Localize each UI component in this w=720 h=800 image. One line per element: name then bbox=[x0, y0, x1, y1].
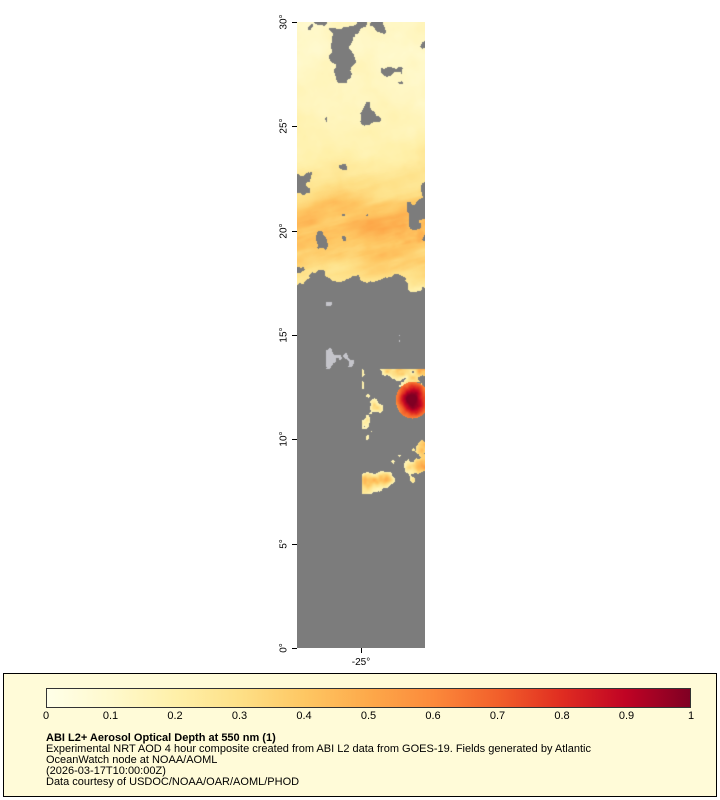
aod-map-image bbox=[297, 22, 425, 648]
caption-line-2: OceanWatch node at NOAA/AOML bbox=[46, 754, 218, 766]
colorbar-tick-label: 0.4 bbox=[296, 710, 312, 722]
lat-tick-mark bbox=[292, 648, 297, 649]
colorbar-tick-label: 0.5 bbox=[360, 710, 377, 722]
colorbar-tick-label: 0.6 bbox=[425, 710, 441, 722]
colorbar-tick-label: 0.9 bbox=[618, 710, 635, 722]
aod-map-figure: 30° 25° 20° 15° 10° 5° 0° -25° bbox=[279, 14, 425, 668]
lat-tick-label: 10° bbox=[278, 431, 290, 447]
lon-tick-label: -25° bbox=[351, 657, 371, 668]
colorbar-tick-label: 1 bbox=[687, 710, 695, 722]
figure-title: ABI L2+ Aerosol Optical Depth at 550 nm … bbox=[46, 732, 276, 744]
caption-line-1: Experimental NRT AOD 4 hour composite cr… bbox=[46, 743, 591, 755]
caption-line-4: Data courtesy of USDOC/NOAA/OAR/AOML/PHO… bbox=[46, 776, 300, 788]
colorbar-tick-label: 0.8 bbox=[554, 710, 570, 722]
colorbar-tick-label: 0 bbox=[42, 710, 50, 722]
lat-tick-label: 20° bbox=[278, 223, 290, 239]
figure-caption: ABI L2+ Aerosol Optical Depth at 550 nm … bbox=[46, 733, 716, 788]
colorbar bbox=[46, 688, 691, 708]
colorbar-tick-label: 0.1 bbox=[102, 710, 119, 722]
lon-tick-mark bbox=[361, 648, 362, 653]
lat-tick-label: 15° bbox=[278, 327, 290, 343]
lat-tick-label: 0° bbox=[278, 643, 290, 653]
legend-panel: 0 0.1 0.2 0.3 0.4 0.5 0.6 0.7 0.8 0.9 1 ABI L2+ Ae… bbox=[3, 673, 717, 797]
colorbar-tick-label: 0.3 bbox=[231, 710, 248, 722]
colorbar-tick-labels: 0 0.1 0.2 0.3 0.4 0.5 0.6 0.7 0.8 0.9 1 bbox=[42, 710, 695, 724]
colorbar-tick-label: 0.2 bbox=[167, 710, 183, 722]
caption-line-3: (2026-03-17T10:00:00Z) bbox=[46, 765, 166, 777]
lat-tick-label: 5° bbox=[278, 538, 290, 549]
lat-tick-label: 30° bbox=[278, 14, 290, 30]
colorbar-tick-label: 0.7 bbox=[489, 710, 506, 722]
lat-tick-label: 25° bbox=[278, 118, 290, 134]
